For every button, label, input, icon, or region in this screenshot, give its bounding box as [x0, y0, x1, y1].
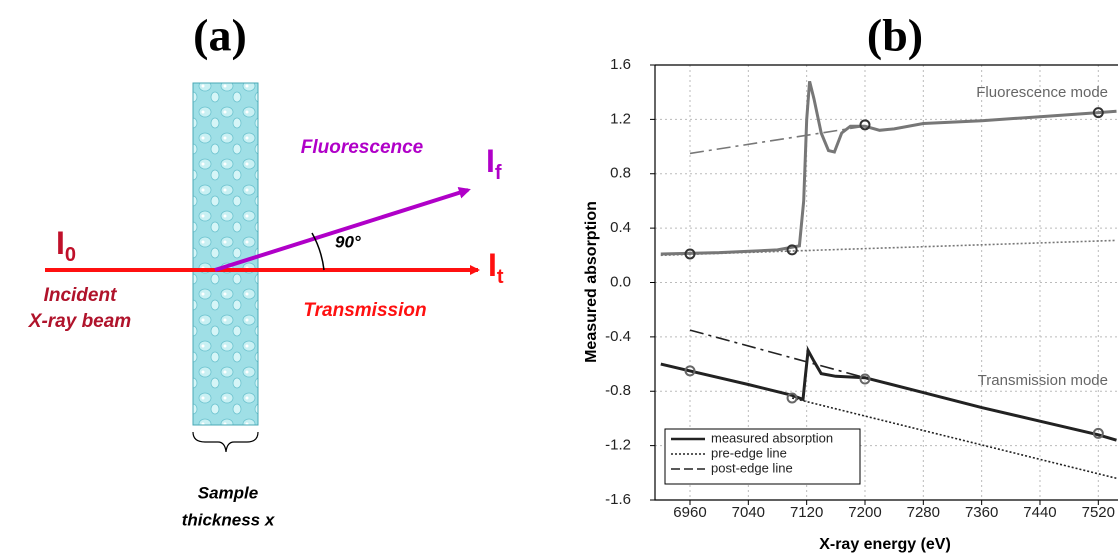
- y-tick-label: 0.8: [610, 165, 631, 182]
- annotation: Fluorescence mode: [976, 84, 1108, 101]
- marker: [684, 248, 696, 260]
- subscript: t: [497, 266, 504, 288]
- marker: [859, 119, 871, 131]
- chart: (b) X-ray energy (eV) Measured absorptio…: [583, 10, 951, 554]
- x-axis-label: X-ray energy (eV): [819, 536, 951, 553]
- y-tick-label: -0.8: [605, 382, 631, 399]
- beam-label: Incident: [44, 285, 118, 306]
- marker: [1092, 107, 1104, 119]
- it-symbol: It: [488, 247, 504, 288]
- legend-label: measured absorption: [711, 430, 833, 445]
- plot-lines: [660, 80, 1117, 480]
- x-tick-label: 6960: [673, 504, 706, 521]
- y-tick-label: 1.2: [610, 110, 631, 127]
- diagram: (a) 90° I0 Incident X-ray beam It Transm…: [28, 10, 504, 530]
- x-tick-label: 7200: [848, 504, 881, 521]
- marker: [1092, 427, 1104, 439]
- series-line: [660, 80, 1117, 256]
- legend-label: pre-edge line: [711, 445, 787, 460]
- series-line: [689, 125, 866, 155]
- marker: [786, 244, 798, 256]
- symbol: I: [488, 247, 497, 283]
- brace: [192, 431, 259, 453]
- x-tick-label: 7520: [1082, 504, 1115, 521]
- beam-label: X-ray beam: [28, 311, 132, 332]
- sample-label: Sample: [198, 483, 258, 502]
- beam-label: Transmission: [303, 300, 426, 321]
- chart-title: (b): [867, 10, 923, 61]
- series-line: [660, 345, 1117, 442]
- fluorescence-arrow: [214, 186, 471, 272]
- sample-label: thickness x: [182, 510, 276, 529]
- annotation: Transmission mode: [978, 372, 1108, 389]
- marker: [859, 373, 871, 385]
- angle-arc: [311, 232, 325, 271]
- angle-label: 90°: [335, 232, 361, 251]
- i0-symbol: I0: [56, 225, 76, 266]
- panel-title: (a): [193, 10, 247, 61]
- sample: [192, 82, 259, 426]
- x-tick-label: 7440: [1023, 504, 1056, 521]
- x-tick-label: 7360: [965, 504, 998, 521]
- series-line: [689, 329, 866, 379]
- y-tick-label: -1.2: [605, 437, 631, 454]
- plot-frame: [654, 64, 1118, 501]
- symbol: I: [56, 225, 65, 261]
- x-tick-label: 7040: [732, 504, 765, 521]
- y-tick-label: 0.0: [610, 273, 631, 290]
- y-axis-label: Measured absorption: [583, 201, 600, 363]
- symbol: I: [486, 143, 495, 179]
- y-tick-label: -0.4: [605, 328, 631, 345]
- subscript: 0: [65, 244, 76, 266]
- beam-label: Fluorescence: [301, 137, 424, 158]
- y-tick-label: -1.6: [605, 491, 631, 508]
- subscript: f: [495, 162, 502, 184]
- legend-label: post-edge line: [711, 460, 793, 475]
- y-tick-label: 0.4: [610, 219, 631, 236]
- x-tick-label: 7120: [790, 504, 823, 521]
- marker: [786, 392, 798, 404]
- marker: [684, 365, 696, 377]
- y-tick-label: 1.6: [610, 56, 631, 73]
- x-tick-label: 7280: [907, 504, 940, 521]
- if-symbol: If: [486, 143, 502, 184]
